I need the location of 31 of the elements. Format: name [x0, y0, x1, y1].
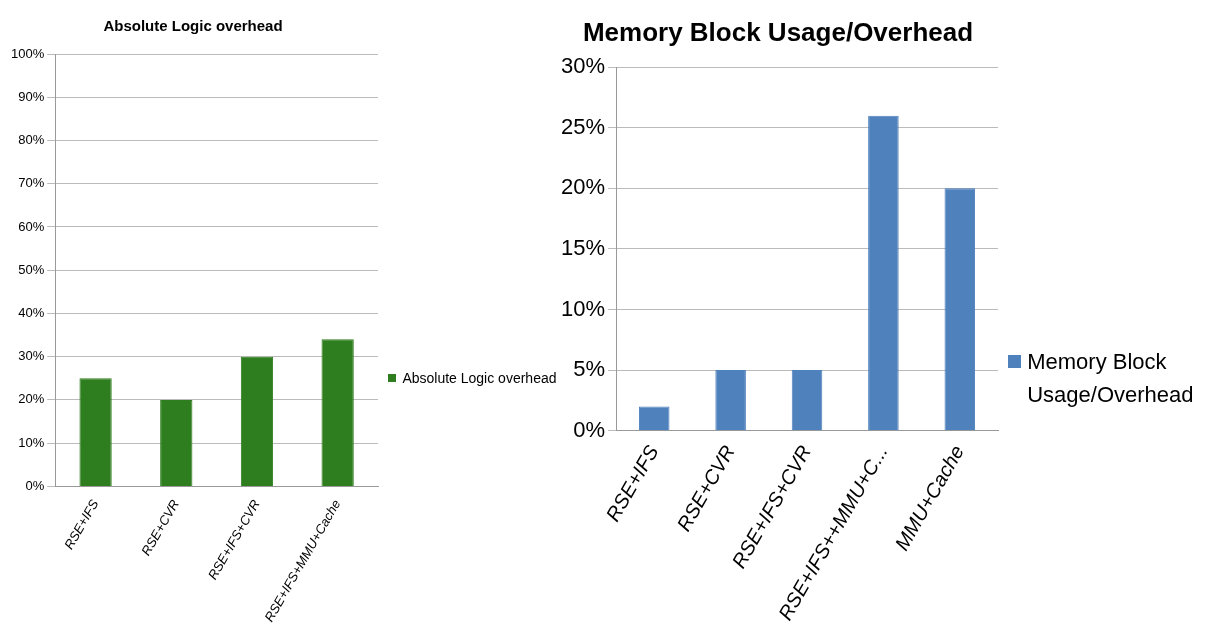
y-tick-label: 0% [25, 477, 45, 493]
bar [638, 406, 670, 431]
bar [321, 339, 354, 486]
bar [79, 378, 112, 486]
bar [868, 115, 899, 431]
bar [160, 399, 193, 486]
y-tick-label: 50% [18, 261, 45, 277]
bar [791, 370, 823, 431]
y-tick-label: 25% [560, 113, 606, 139]
legend-label: Absolute Logic overhead [402, 368, 557, 388]
y-tick-label: 100% [11, 45, 45, 61]
y-tick-label: 30% [18, 348, 45, 364]
y-tick-label: 80% [18, 132, 45, 148]
chart-title: Absolute Logic overhead [103, 17, 283, 35]
y-tick-label: 15% [560, 235, 606, 260]
y-tick-label: 60% [18, 218, 45, 234]
y-tick-label: 20% [560, 174, 606, 200]
y-tick-label: 5% [573, 356, 606, 382]
y-tick-label: 70% [18, 175, 45, 191]
legend-label: Memory Block Usage/Overhead [1027, 348, 1195, 409]
y-tick-label: 10% [560, 295, 606, 321]
chart-title: Memory Block Usage/Overhead [582, 16, 974, 47]
y-tick-label: 20% [18, 391, 45, 407]
y-tick-label: 0% [573, 416, 606, 442]
y-tick-label: 10% [18, 434, 45, 450]
y-tick-label: 90% [18, 88, 45, 104]
bar [240, 356, 274, 486]
y-tick-label: 40% [18, 305, 45, 321]
bar [944, 188, 976, 431]
y-tick-label: 30% [560, 53, 606, 79]
bar [715, 370, 746, 431]
